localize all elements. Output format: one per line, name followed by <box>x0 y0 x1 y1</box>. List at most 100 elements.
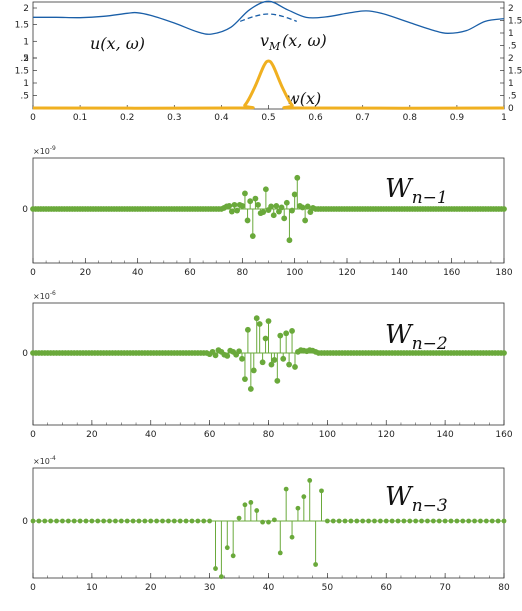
stem-marker <box>280 355 287 362</box>
x-tick-label: 60 <box>204 430 216 440</box>
stem-marker <box>372 518 377 524</box>
stem-marker <box>286 361 293 368</box>
stem-marker <box>262 335 269 342</box>
stem-panel-n-minus-3: ×10-4 Wn−3 0 10 20 30 40 50 60 70 80 0 <box>22 455 510 593</box>
x-tick-label: 0.4 <box>214 113 229 123</box>
stem-marker <box>448 518 454 524</box>
x-tick-label: 140 <box>391 268 408 278</box>
stem-marker <box>48 518 54 524</box>
stem-marker <box>250 367 257 374</box>
x-tick-label: 30 <box>204 583 216 593</box>
x-tick-label: 60 <box>381 583 393 593</box>
stem-marker <box>419 518 424 524</box>
stem-marker <box>307 209 314 216</box>
stem-marker <box>201 518 207 524</box>
stem-marker <box>242 376 248 382</box>
stem-marker <box>219 574 224 580</box>
stem-marker <box>154 518 160 524</box>
y-tick-label-left: 1.5 <box>15 21 29 31</box>
y-tick-label-right: 1 <box>508 79 514 89</box>
x-tick-label: 140 <box>437 430 454 440</box>
stem-marker <box>301 494 307 500</box>
y-tick-label-right: 0 <box>508 104 514 114</box>
stem-marker <box>307 478 313 483</box>
stem-marker <box>286 237 293 244</box>
stem-marker <box>262 186 269 193</box>
stem-marker <box>313 562 318 567</box>
stem-marker <box>460 518 466 524</box>
x-tick-label: 40 <box>132 268 144 278</box>
series-line-0 <box>32 0 505 35</box>
stem-marker <box>189 518 195 524</box>
stem-marker <box>294 174 301 181</box>
annotation-w-n-minus-3: Wn−3 <box>385 482 448 516</box>
stem-marker <box>124 518 130 524</box>
stem-marker <box>207 518 213 524</box>
stem-marker <box>242 190 248 197</box>
stem-marker <box>255 201 261 208</box>
stem-marker <box>292 364 298 370</box>
stem-marker <box>283 199 290 206</box>
x-tick-label: 0.6 <box>308 113 323 123</box>
stem-marker <box>401 518 407 524</box>
y-tick-label-left: .5 <box>20 54 29 64</box>
stem-marker <box>302 217 309 224</box>
y-tick-label-left: 2 <box>23 54 29 64</box>
stem-marker <box>324 518 330 524</box>
stem-marker <box>71 518 77 524</box>
stem-marker <box>289 207 295 214</box>
y-tick-label-right: .5 <box>508 42 517 52</box>
y-tick-label-right: 2 <box>508 4 514 14</box>
y-tick-label: 0 <box>22 205 28 215</box>
stem-marker <box>247 198 254 205</box>
x-tick-label: 0.1 <box>73 113 87 123</box>
x-tick-label: 100 <box>319 430 336 440</box>
stem-marker <box>101 518 107 524</box>
y-tick-label-left: .5 <box>20 92 29 102</box>
stem-marker <box>95 518 101 524</box>
stem-marker <box>42 518 48 524</box>
x-tick-label: 0.3 <box>167 113 181 123</box>
stem-marker <box>291 191 298 198</box>
stem-marker <box>330 518 336 524</box>
x-tick-label: 80 <box>263 430 275 440</box>
y-tick-label-right: 1.5 <box>508 17 522 27</box>
y-tick-label-right: 1 <box>508 29 514 39</box>
stem-marker <box>252 195 259 202</box>
stem-marker <box>60 518 65 524</box>
stem-marker <box>277 332 284 339</box>
x-tick-label: 40 <box>263 583 275 593</box>
stem-marker <box>342 518 348 524</box>
stem-marker <box>442 518 448 524</box>
series-line-2 <box>32 59 505 110</box>
stem-marker <box>77 518 83 524</box>
y-tick-label: 0 <box>22 517 28 527</box>
stem-marker <box>395 518 401 524</box>
y-tick-label-left: 1 <box>23 37 29 47</box>
stem-marker <box>195 518 201 524</box>
stem-marker <box>483 518 489 524</box>
x-tick-label: 160 <box>495 430 512 440</box>
stem-marker <box>231 201 238 208</box>
x-tick-label: 0 <box>30 430 36 440</box>
x-tick-label: 0.5 <box>261 113 275 123</box>
stem-marker <box>430 518 436 524</box>
x-tick-label: 0.2 <box>120 113 134 123</box>
stem-marker <box>268 361 275 368</box>
stem-marker <box>319 488 324 494</box>
stem-panel-n-minus-1: ×10-9 Wn−1 0 20 40 60 80 100 120 140 160 180 0 <box>22 145 513 278</box>
label-v-subscript: M <box>268 40 281 53</box>
y-tick-label: 0 <box>22 349 28 359</box>
x-tick-label: 20 <box>86 430 98 440</box>
stem-marker <box>377 518 383 524</box>
stem-marker <box>501 206 507 212</box>
stem-marker <box>89 518 95 524</box>
stem-marker <box>113 518 118 524</box>
stem-marker <box>248 500 254 505</box>
stem-panel-n-minus-2: ×10-6 Wn−2 0 20 40 60 80 100 120 140 160 0 <box>22 290 513 440</box>
plot-frame <box>32 1 505 110</box>
stem-marker <box>212 352 219 359</box>
stem-marker <box>65 518 71 524</box>
x-tick-label: 0 <box>30 583 36 593</box>
